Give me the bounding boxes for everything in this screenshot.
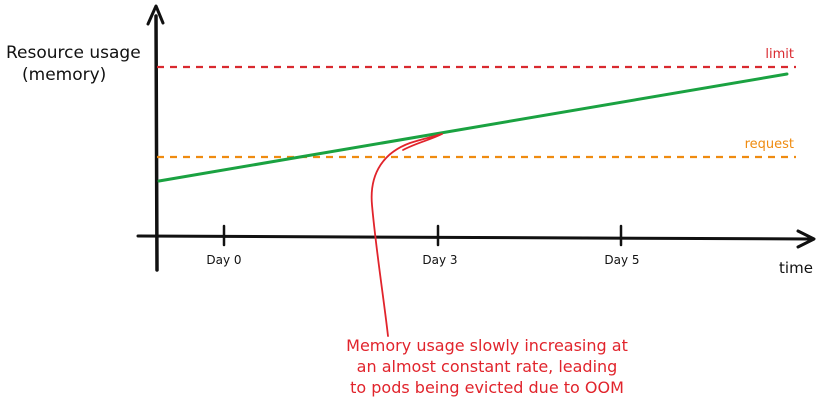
memory-usage-line bbox=[157, 72, 789, 183]
x-axis-arrowhead bbox=[796, 229, 816, 249]
y-axis-label-line2: (memory) bbox=[22, 65, 106, 85]
y-axis-arrowhead bbox=[146, 4, 165, 26]
request-label: request bbox=[745, 137, 794, 152]
x-axis-label: time bbox=[779, 259, 813, 277]
x-axis bbox=[136, 234, 814, 241]
y-axis-label-line1: Resource usage bbox=[6, 43, 141, 63]
tick-label-day-0: Day 0 bbox=[206, 253, 241, 267]
tick-label-day-5: Day 5 bbox=[604, 253, 639, 267]
y-axis bbox=[154, 14, 159, 272]
annotation-line-2: an almost constant rate, leading bbox=[357, 357, 618, 376]
annotation-line-1: Memory usage slowly increasing at bbox=[346, 336, 628, 355]
annotation-line-3: to pods being evicted due to OOM bbox=[350, 378, 624, 397]
limit-label: limit bbox=[765, 47, 794, 62]
tick-label-day-3: Day 3 bbox=[422, 253, 457, 267]
annotation-pointer bbox=[370, 133, 443, 337]
